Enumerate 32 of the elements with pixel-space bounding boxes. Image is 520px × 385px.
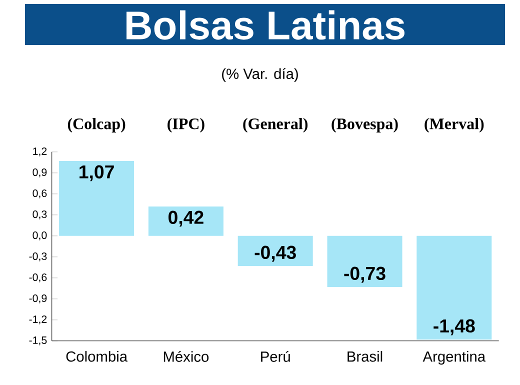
- x-tick-label: Perú: [261, 350, 290, 362]
- text: (IPC): [168, 118, 204, 132]
- data-label: -0,73: [344, 266, 386, 283]
- data-label: 0,42: [168, 210, 204, 227]
- y-tick-label: -0,9: [29, 294, 47, 304]
- y-tick-label: 0,9: [32, 168, 47, 178]
- x-tick-label: Brasil: [348, 350, 382, 362]
- chart-title: Bolsas Latinas: [126, 10, 404, 40]
- x-tick-label: Argentina: [422, 350, 486, 365]
- bar: [416, 236, 492, 340]
- data-label: 1,07: [80, 165, 114, 182]
- x-tick-label: México: [164, 350, 209, 362]
- x-tick-label: Colombia: [66, 350, 128, 362]
- y-tick-label: -1,5: [29, 336, 47, 346]
- y-tick-label: 0,6: [32, 189, 47, 198]
- bar: [238, 236, 313, 266]
- text: (Colcap): [68, 118, 126, 132]
- bar: [327, 236, 402, 287]
- y-tick-label: 0,0: [32, 231, 47, 240]
- text: (Merval): [424, 118, 484, 132]
- y-tick-label: -0,3: [29, 252, 47, 262]
- chart-subtitle: (% Var. día): [222, 68, 298, 82]
- y-tick-label: 1,2: [33, 147, 47, 156]
- y-tick-label: -0,6: [29, 273, 47, 282]
- bar: [59, 161, 134, 236]
- bar: [148, 206, 224, 236]
- y-tick-label: 0,3: [32, 210, 47, 220]
- data-label: -1,48: [434, 319, 475, 336]
- data-label: -0,43: [254, 246, 296, 262]
- y-tick-label: -1,2: [29, 316, 47, 324]
- text: (Bovespa): [332, 118, 398, 132]
- text: (General): [243, 118, 308, 132]
